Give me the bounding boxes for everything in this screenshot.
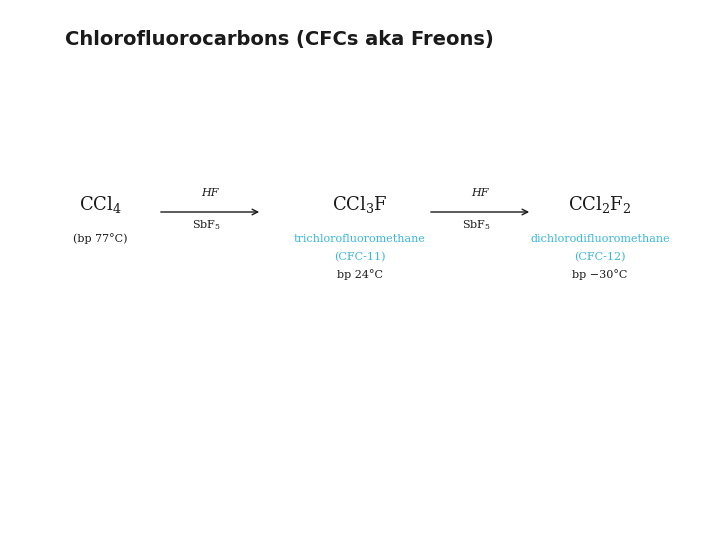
Text: $\mathregular{SbF_5}$: $\mathregular{SbF_5}$ <box>462 218 490 232</box>
Text: (CFC-12): (CFC-12) <box>575 252 626 262</box>
Text: HF: HF <box>202 188 219 198</box>
Text: bp 24°C: bp 24°C <box>337 269 383 280</box>
Text: $\mathregular{CCl_3F}$: $\mathregular{CCl_3F}$ <box>332 194 388 215</box>
Text: $\mathregular{CCl_2F_2}$: $\mathregular{CCl_2F_2}$ <box>568 194 631 215</box>
Text: bp −30°C: bp −30°C <box>572 269 628 280</box>
Text: trichlorofluoromethane: trichlorofluoromethane <box>294 234 426 244</box>
Text: (CFC-11): (CFC-11) <box>334 252 386 262</box>
Text: HF: HF <box>472 188 489 198</box>
Text: dichlorodifluoromethane: dichlorodifluoromethane <box>530 234 670 244</box>
Text: Chlorofluorocarbons (CFCs aka Freons): Chlorofluorocarbons (CFCs aka Freons) <box>65 30 494 50</box>
Text: (bp 77°C): (bp 77°C) <box>73 233 127 244</box>
Text: $\mathregular{SbF_5}$: $\mathregular{SbF_5}$ <box>192 218 220 232</box>
Text: $\mathregular{CCl_4}$: $\mathregular{CCl_4}$ <box>78 194 122 215</box>
